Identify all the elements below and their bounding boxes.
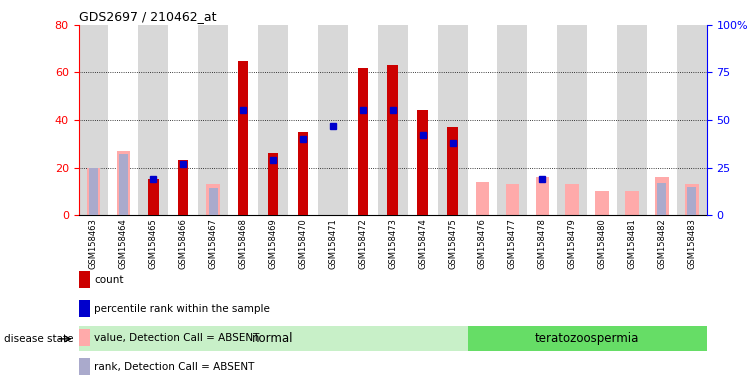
Bar	[617, 25, 647, 215]
Bar	[178, 161, 188, 215]
Bar	[228, 25, 258, 215]
Bar	[268, 153, 278, 215]
Bar	[506, 184, 519, 215]
Bar	[209, 189, 218, 215]
Text: percentile rank within the sample: percentile rank within the sample	[94, 304, 270, 314]
Bar	[378, 25, 408, 215]
Bar	[298, 132, 308, 215]
Bar	[587, 25, 617, 215]
Bar	[258, 25, 288, 215]
Bar	[476, 182, 489, 215]
Bar	[625, 191, 639, 215]
Bar	[89, 167, 98, 215]
Bar	[79, 358, 90, 375]
Bar	[87, 167, 100, 215]
Bar	[497, 25, 527, 215]
Bar	[79, 271, 90, 288]
Bar	[358, 68, 368, 215]
Text: GDS2697 / 210462_at: GDS2697 / 210462_at	[79, 10, 216, 23]
Bar	[117, 151, 130, 215]
Bar	[438, 25, 468, 215]
Text: normal: normal	[252, 333, 294, 345]
Bar	[536, 177, 549, 215]
Bar	[148, 179, 159, 215]
Bar	[119, 154, 128, 215]
Bar	[387, 65, 398, 215]
Text: value, Detection Call = ABSENT: value, Detection Call = ABSENT	[94, 333, 260, 343]
Text: count: count	[94, 275, 123, 285]
Bar	[595, 191, 609, 215]
Bar	[527, 25, 557, 215]
Text: teratozoospermia: teratozoospermia	[535, 333, 640, 345]
Bar	[108, 25, 138, 215]
Bar	[168, 25, 198, 215]
Bar	[238, 61, 248, 215]
Bar	[79, 326, 468, 351]
Bar	[198, 25, 228, 215]
Bar	[687, 187, 696, 215]
Bar	[79, 329, 90, 346]
Bar	[655, 177, 669, 215]
Bar	[565, 184, 579, 215]
Bar	[206, 184, 220, 215]
Bar	[677, 25, 707, 215]
Bar	[408, 25, 438, 215]
Bar	[468, 326, 707, 351]
Bar	[79, 300, 90, 317]
Bar	[685, 184, 699, 215]
Bar	[468, 25, 497, 215]
Text: rank, Detection Call = ABSENT: rank, Detection Call = ABSENT	[94, 362, 254, 372]
Bar	[348, 25, 378, 215]
Bar	[647, 25, 677, 215]
Bar	[657, 183, 666, 215]
Bar	[138, 25, 168, 215]
Bar	[318, 25, 348, 215]
Bar	[417, 111, 428, 215]
Bar	[288, 25, 318, 215]
Text: disease state: disease state	[4, 334, 73, 344]
Bar	[447, 127, 458, 215]
Bar	[557, 25, 587, 215]
Bar	[79, 25, 108, 215]
